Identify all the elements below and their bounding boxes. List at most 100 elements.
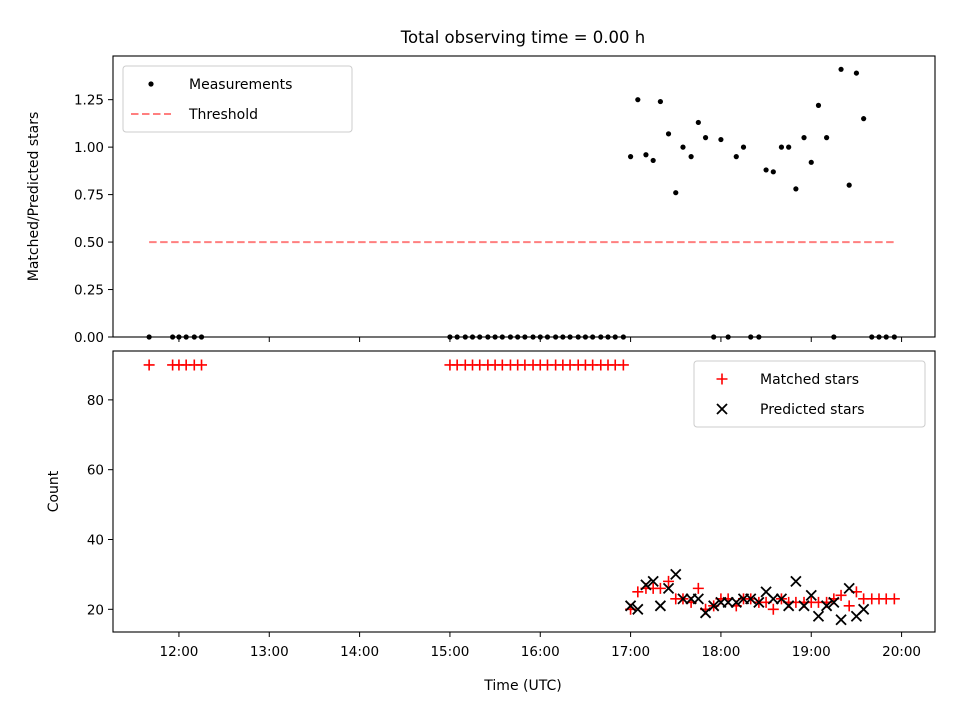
x-tick-label: 18:00 — [701, 644, 740, 660]
measurement-point — [853, 70, 860, 76]
matched-star-marker — [617, 359, 629, 371]
measurement-point — [824, 135, 830, 141]
predicted-star-marker — [670, 568, 682, 581]
measurement-point — [695, 119, 701, 126]
measurement-point — [702, 135, 709, 141]
top-y-tick-label: 0.50 — [74, 235, 104, 251]
measurement-point — [808, 159, 814, 165]
top-y-tick-label: 0.00 — [74, 330, 104, 346]
measurement-point — [846, 182, 852, 188]
predicted-star-marker — [624, 600, 637, 612]
measurement-point — [740, 144, 747, 150]
predicted-star-marker — [654, 600, 667, 612]
top-y-tick-label: 1.00 — [74, 140, 104, 156]
legend-label: Predicted stars — [760, 402, 865, 418]
matched-star-marker — [632, 586, 644, 598]
predicted-star-marker — [708, 600, 720, 612]
x-tick-label: 17:00 — [611, 644, 650, 660]
bottom-y-tick-label: 60 — [87, 463, 104, 479]
predicted-star-marker — [843, 582, 855, 595]
predicted-star-marker — [820, 600, 833, 612]
measurement-point — [733, 154, 739, 160]
measurement-point — [770, 169, 776, 175]
matched-star-marker — [143, 359, 155, 371]
matched-star-marker — [888, 593, 900, 605]
top-data — [146, 66, 897, 340]
x-tick-label: 19:00 — [792, 644, 831, 660]
measurement-point — [838, 66, 844, 72]
measurement-point — [801, 135, 807, 141]
top-legend: Measurements Threshold — [122, 65, 353, 133]
measurement-point — [688, 154, 694, 160]
predicted-star-marker — [632, 603, 644, 615]
predicted-star-marker — [798, 600, 810, 612]
predicted-star-marker — [722, 596, 734, 608]
predicted-star-marker — [767, 593, 779, 605]
measurement-point — [718, 136, 724, 143]
measurement-point — [680, 144, 686, 150]
bottom-series-predicted-stars — [624, 568, 870, 626]
top-y-tick-label: 0.25 — [74, 283, 104, 299]
bottom-y-tick-label: 40 — [87, 532, 104, 548]
predicted-star-marker — [730, 596, 742, 608]
legend-key-measurements — [148, 81, 154, 87]
bottom-data — [143, 359, 900, 626]
top-series-measurements — [146, 66, 897, 340]
bottom-legend: Matched stars Predicted stars — [693, 360, 926, 428]
measurement-point — [861, 116, 867, 122]
predicted-star-marker — [783, 600, 795, 612]
predicted-star-marker — [677, 593, 689, 605]
predicted-star-marker — [805, 589, 817, 601]
matched-star-marker — [196, 359, 208, 371]
measurement-point — [650, 157, 656, 164]
x-tick-label: 13:00 — [250, 644, 289, 660]
bottom-y-tick-label: 80 — [87, 393, 104, 409]
measurement-point — [627, 154, 634, 160]
legend-key-matched-stars — [716, 373, 728, 385]
legend-label: Threshold — [188, 107, 258, 123]
top-y-axis-title: Matched/Predicted stars — [26, 112, 42, 282]
measurement-point — [643, 152, 649, 158]
predicted-star-marker — [835, 614, 847, 626]
x-tick-label: 16:00 — [521, 644, 560, 660]
measurement-point — [786, 144, 792, 150]
x-tick-label: 12:00 — [159, 644, 198, 660]
top-legend-box — [122, 65, 353, 133]
matched-star-marker — [663, 575, 675, 587]
measurement-point — [657, 98, 663, 105]
legend-key-predicted-stars — [716, 403, 728, 415]
top-plot-frame — [112, 55, 936, 338]
x-axis-title: Time (UTC) — [483, 678, 561, 694]
bottom-y-axis-title: Count — [46, 470, 62, 512]
measurement-point — [793, 186, 799, 192]
legend-label: Matched stars — [760, 372, 859, 388]
x-tick-label: 14:00 — [340, 644, 379, 660]
predicted-star-marker — [662, 582, 675, 595]
x-tick-label: 15:00 — [430, 644, 469, 660]
predicted-star-marker — [745, 593, 757, 605]
top-y-tick-label: 1.25 — [74, 93, 104, 109]
measurement-point — [665, 131, 672, 137]
measurement-point — [778, 144, 785, 150]
matched-star-marker — [835, 589, 847, 601]
matched-star-marker — [654, 582, 666, 594]
measurement-point — [763, 167, 769, 173]
panel-top: 0.00 0.25 0.50 0.75 1.00 1.25 Matched/Predicte… — [26, 55, 936, 346]
predicted-star-marker — [812, 610, 825, 622]
predicted-star-marker — [790, 575, 802, 588]
legend-label: Measurements — [189, 77, 292, 93]
predicted-star-marker — [753, 596, 765, 608]
measurement-point — [635, 97, 641, 103]
bottom-y-tick-label: 20 — [87, 602, 104, 618]
measurement-point — [673, 190, 679, 196]
top-y-tick-label: 0.75 — [74, 188, 104, 204]
predicted-star-marker — [858, 603, 870, 615]
chart-title: Total observing time = 0.00 h — [400, 28, 645, 47]
panel-bottom: 20 40 60 80 12:00 13:00 14:00 15:00 16:00 17:00 18… — [46, 350, 936, 660]
matched-star-marker — [767, 603, 779, 615]
predicted-star-marker — [647, 575, 659, 588]
measurement-point — [815, 102, 822, 108]
predicted-star-marker — [692, 593, 704, 605]
bottom-plot-frame — [112, 350, 936, 633]
